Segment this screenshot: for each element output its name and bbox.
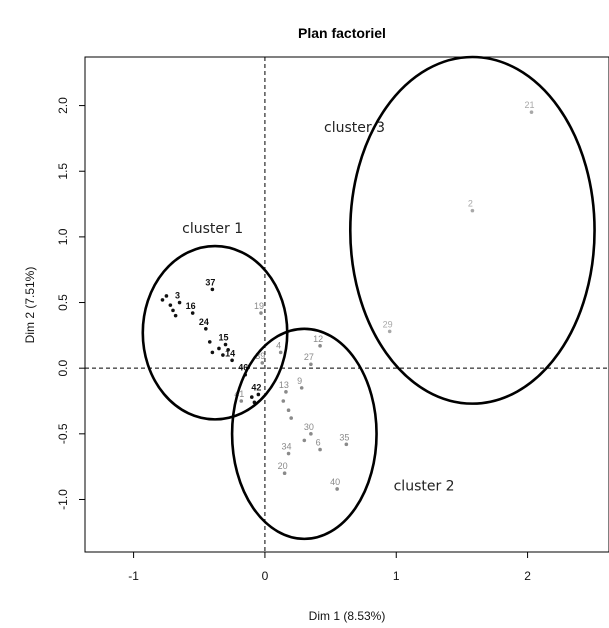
x-axis-label: Dim 1 (8.53%) [309,609,386,623]
y-tick-label: -0.5 [56,423,70,444]
cluster-annotations: cluster 1 cluster 3 cluster 2 [182,120,454,494]
data-point [318,344,322,348]
y-axis: -1.0 -0.5 0.0 0.5 1.0 1.5 2.0 [56,97,85,510]
point-label: 37 [205,277,215,287]
data-point [204,326,208,331]
data-point [335,487,339,491]
cluster-ellipse [230,327,378,541]
point-label: 46 [238,363,248,373]
data-point [387,329,392,334]
data-point [210,350,215,355]
data-point [284,390,288,394]
data-point [289,416,293,420]
data-point [286,451,291,456]
point-label: 2 [468,199,473,209]
point-label: 19 [254,301,264,311]
data-point [299,386,304,390]
data-point [282,471,287,476]
point-label: 30 [304,422,314,432]
x-axis: -1 0 1 2 [128,552,531,583]
data-point [309,362,313,367]
x-tick-label: 0 [262,569,269,583]
x-tick-label: 2 [524,569,531,583]
point-label: 20 [278,461,288,471]
point-label: 21 [525,100,535,110]
data-point [259,311,263,315]
data-point [226,347,230,352]
data-point [171,308,175,313]
data-point [256,392,261,397]
data-point [173,313,178,318]
y-tick-label: 1.5 [56,163,70,180]
point-label: 41 [234,389,244,399]
y-tick-label: -1.0 [56,489,70,510]
data-point [318,447,322,452]
point-label: 29 [383,319,393,329]
data-point [177,300,182,305]
point-label: 9 [297,376,302,386]
point-label: 40 [330,477,340,487]
x-tick-label: 1 [393,569,400,583]
data-point [260,361,265,365]
point-label: 15 [219,333,229,343]
data-point [286,408,291,412]
point-label: 27 [304,352,314,362]
point-label: 12 [313,334,323,344]
data-point [470,208,475,213]
y-tick-label: 0.0 [56,360,70,377]
point-label: 24 [199,317,209,327]
data-point [223,342,228,347]
y-tick-label: 1.0 [56,228,70,245]
data-point [239,399,244,403]
cluster-ellipse [141,244,289,421]
point-label: 16 [186,301,196,311]
data-point [207,340,212,344]
point-label: 3 [175,291,180,301]
data-point [309,432,313,436]
data-point [230,358,234,363]
y-axis-label: Dim 2 (7.51%) [23,267,37,344]
data-point [281,399,286,403]
data-point [164,294,169,298]
cluster-annotation: cluster 1 [182,221,243,237]
y-tick-label: 2.0 [56,97,70,114]
cluster-annotation: cluster 2 [394,478,455,494]
point-label: 4 [276,340,281,350]
point-label: 6 [316,438,321,448]
cluster-ellipse [348,55,596,405]
chart-title: Plan factoriel [298,25,386,41]
data-point [217,346,221,351]
point-label: 42 [251,382,261,392]
data-point [529,110,534,114]
data-point [344,442,349,447]
point-label: 35 [339,432,349,442]
data-point [221,353,225,357]
data-point [210,287,215,292]
x-tick-label: -1 [128,569,139,583]
cluster-ellipses [141,55,596,541]
point-label: 14 [225,348,235,358]
data-point [249,395,254,399]
data-point [160,298,165,302]
point-label: 39 [255,351,265,361]
data-point [190,311,195,315]
data-point [302,438,307,443]
point-label: 34 [282,442,292,452]
y-tick-label: 0.5 [56,294,70,311]
data-point [168,303,173,307]
plot-area-frame [84,56,609,553]
cluster-annotation: cluster 3 [324,120,385,136]
data-point [278,350,283,355]
point-label: 13 [279,380,289,390]
